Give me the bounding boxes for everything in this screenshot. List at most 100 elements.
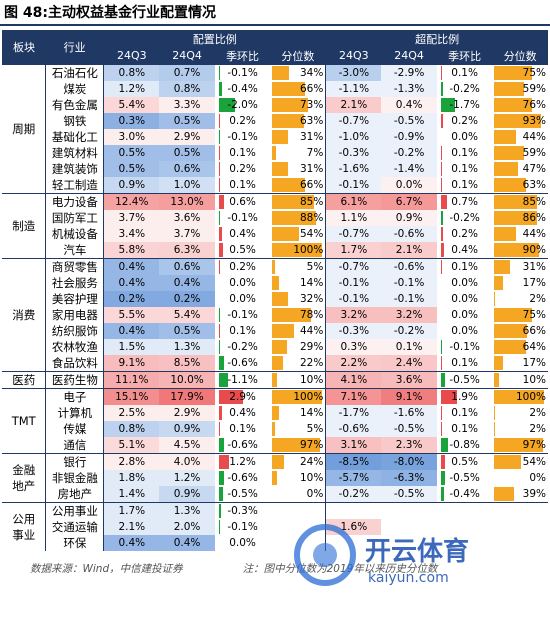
over-pct-fill (494, 130, 517, 144)
industry-name: 商贸零售 (45, 258, 104, 275)
alloc-pct-fill (272, 130, 288, 144)
over-qoq-text: 0.4% (451, 244, 478, 256)
alloc-q4: 10.0% (159, 371, 215, 389)
table-row: 医药 医药生物 11.1% 10.0% -1.1% 10% 4.1% 3.6% -0.5% 10% (2, 371, 548, 389)
alloc-qoq-fill (218, 66, 220, 80)
over-pct: 66% (492, 323, 548, 339)
block-label-line: 事业 (12, 528, 36, 542)
over-qoq-fill (440, 82, 443, 96)
alloc-q4: 13.0% (159, 193, 215, 210)
over-q3: -0.3% (325, 323, 382, 339)
alloc-q4: 3.3% (159, 97, 215, 113)
block-label-line: 公用 (12, 512, 36, 526)
alloc-pct: 100% (270, 242, 326, 259)
over-pct-text: 47% (522, 163, 546, 175)
alloc-qoq-text: 0.0% (229, 537, 256, 549)
alloc-q4: 0.2% (159, 291, 215, 307)
alloc-qoq-text: -0.1% (227, 131, 258, 143)
over-pct-text: 2% (529, 407, 546, 419)
alloc-pct-text: 24% (300, 456, 324, 468)
alloc-qoq: -0.1% (215, 307, 271, 323)
figure-title: 图 48:主动权益基金行业配置情况 (0, 0, 550, 26)
over-pct: 44% (492, 129, 548, 145)
over-pct-fill (494, 438, 543, 452)
over-q4: 3.6% (381, 371, 437, 389)
over-qoq-fill (440, 66, 442, 80)
over-pct-fill (494, 406, 496, 420)
table-row: 消费 商贸零售 0.4% 0.6% 0.2% 5% -0.7% -0.6% 0.1% 31% (2, 258, 548, 372)
alloc-pct-text: 5% (306, 423, 324, 435)
over-q4 (381, 502, 437, 519)
industry-name: 钢铁 (63, 114, 87, 128)
over-qoq-text: 0.1% (451, 163, 478, 175)
alloc-qoq-text: 0.1% (229, 423, 256, 435)
alloc-qoq: -2.0% (215, 97, 271, 113)
block-label: 周期 (2, 64, 47, 194)
alloc-pct-fill (272, 146, 276, 160)
watermark-brand: 开云体育 (365, 536, 469, 567)
over-q3: 4.1% (325, 371, 382, 389)
header-a-qoq: 季环比 (214, 47, 271, 65)
alloc-pct-fill (272, 227, 300, 241)
alloc-pct: 31% (270, 161, 326, 177)
over-qoq-text: 0.0% (451, 131, 478, 143)
over-pct: 75% (492, 307, 548, 323)
alloc-pct-text: 32% (300, 293, 324, 305)
industry-name: 社会服务 (51, 276, 98, 290)
over-q4: 2.1% (381, 242, 437, 259)
over-qoq-text: 0.7% (451, 196, 478, 208)
table-row: 房地产 1.4% 0.9% -0.5% 0% -0.2% -0.5% -0.4% 39% (2, 486, 548, 503)
over-pct: 10% (492, 371, 548, 389)
alloc-pct-text: 66% (300, 179, 324, 191)
over-qoq-fill (440, 471, 446, 485)
alloc-qoq: 0.0% (215, 275, 271, 291)
over-qoq-fill (440, 487, 445, 501)
alloc-qoq: -0.2% (215, 339, 271, 355)
alloc-q3: 0.3% (103, 113, 160, 129)
alloc-q4: 0.4% (159, 535, 215, 551)
alloc-qoq: 0.2% (215, 113, 271, 129)
alloc-pct-fill (272, 308, 311, 322)
industry-name: 房地产 (57, 487, 93, 501)
alloc-pct: 22% (270, 355, 326, 372)
alloc-qoq: -0.1% (215, 129, 271, 145)
header-o-q3: 24Q3 (325, 47, 382, 65)
alloc-q3: 0.8% (103, 64, 160, 81)
alloc-qoq: 0.0% (215, 291, 271, 307)
alloc-qoq-fill (218, 406, 223, 420)
over-qoq-text: 0.2% (451, 115, 478, 127)
alloc-qoq: 0.2% (214, 258, 271, 275)
block-label: 制造 (2, 193, 47, 259)
over-pct-text: 31% (522, 261, 546, 273)
alloc-qoq-text: 0.0% (229, 277, 256, 289)
alloc-q3: 1.4% (103, 486, 160, 503)
over-pct-fill (494, 195, 537, 209)
alloc-qoq: 0.5% (215, 242, 271, 259)
alloc-q3: 5.1% (103, 437, 160, 454)
table-row: 交通运输 2.1% 2.0% -0.1% 1.6% (2, 519, 548, 535)
over-q4: 0.0% (381, 177, 437, 194)
alloc-qoq: -0.1% (215, 210, 271, 226)
alloc-q4: 2.0% (159, 519, 215, 535)
alloc-qoq-fill (218, 471, 224, 485)
alloc-q3: 0.2% (103, 291, 160, 307)
alloc-q3: 2.5% (103, 405, 160, 421)
over-qoq: 0.1% (436, 64, 493, 81)
over-qoq (436, 502, 493, 519)
alloc-pct-fill (272, 455, 285, 469)
alloc-qoq: 0.6% (214, 193, 271, 210)
over-q3: -0.7% (325, 226, 382, 242)
over-pct-fill (494, 455, 522, 469)
table-row: 家用电器 5.5% 5.4% -0.1% 78% 3.2% 3.2% 0.0% 75% (2, 307, 548, 323)
alloc-qoq-text: -0.5% (227, 488, 258, 500)
over-pct-text: 76% (522, 99, 546, 111)
alloc-pct: 97% (270, 437, 326, 454)
alloc-qoq-text: -0.6% (227, 472, 258, 484)
over-pct: 2% (492, 291, 548, 307)
alloc-pct: 100% (270, 388, 326, 405)
over-q4: 2.4% (381, 355, 437, 372)
over-pct-fill (494, 422, 496, 436)
over-q4: -1.3% (381, 81, 437, 97)
alloc-qoq-fill (218, 260, 221, 274)
alloc-qoq-text: 0.2% (229, 261, 256, 273)
